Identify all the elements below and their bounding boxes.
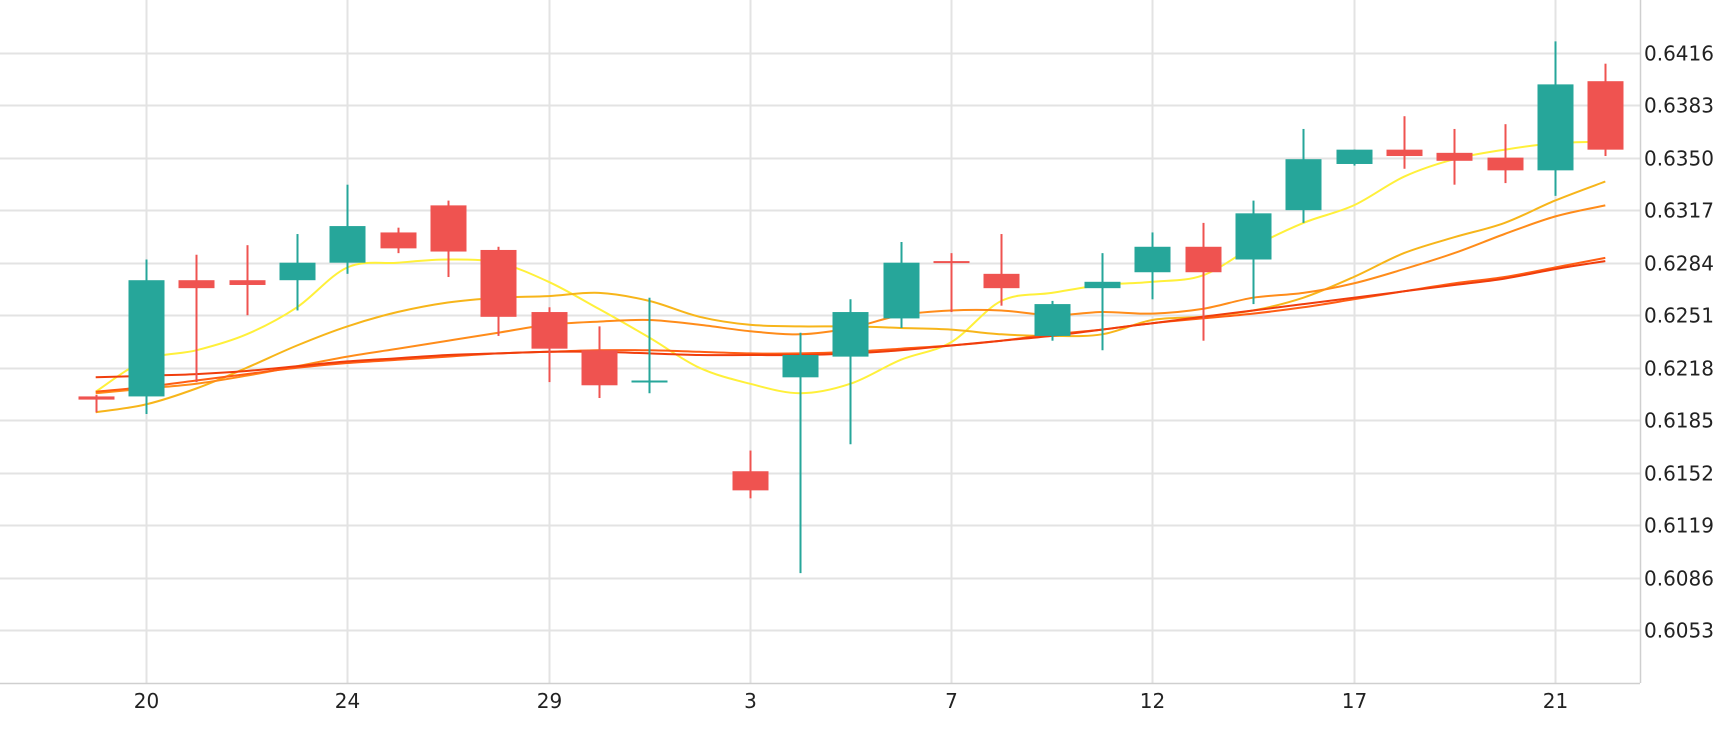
candle <box>128 259 165 414</box>
axes: 0.6416 0.6383 0.6350 0.6317 0.6284 0.6251 0.62… <box>0 0 1714 713</box>
y-tick-label: 0.6086 <box>1644 567 1714 591</box>
y-tick-label: 0.6350 <box>1644 147 1714 171</box>
candle <box>782 332 819 574</box>
candle-body <box>1034 304 1071 336</box>
candle-body <box>983 273 1020 289</box>
y-tick-label: 0.6383 <box>1644 94 1714 118</box>
candle-body <box>531 312 568 349</box>
candle-body <box>883 262 920 319</box>
candle-body <box>782 355 819 378</box>
candle-body <box>1336 149 1373 164</box>
candle-body <box>1487 157 1524 171</box>
y-tick-label: 0.6416 <box>1644 42 1714 66</box>
candle <box>1084 253 1121 351</box>
y-tick-label: 0.6185 <box>1644 409 1714 433</box>
candle <box>480 246 517 336</box>
candle <box>933 253 970 313</box>
candle <box>430 200 467 278</box>
candle <box>1537 41 1574 196</box>
y-tick-label: 0.6152 <box>1644 462 1714 486</box>
candle-body <box>1537 84 1574 171</box>
candle <box>1285 128 1322 223</box>
y-tick-label: 0.6218 <box>1644 357 1714 381</box>
candle <box>78 394 115 413</box>
candle-body <box>1084 281 1121 289</box>
x-tick-label: 21 <box>1543 689 1568 713</box>
candle-body <box>1235 213 1272 260</box>
candle <box>1336 149 1373 166</box>
candle <box>883 241 920 328</box>
candles <box>78 41 1624 574</box>
candle-body <box>229 280 266 285</box>
candle <box>1034 300 1071 341</box>
candle <box>178 254 215 383</box>
candle <box>983 234 1020 306</box>
candle-body <box>178 280 215 289</box>
candle <box>581 326 618 399</box>
candle-body <box>832 312 869 357</box>
candle-body <box>631 380 668 383</box>
candle <box>631 297 668 394</box>
candle <box>832 299 869 445</box>
grid <box>0 0 1640 683</box>
x-tick-label: 24 <box>335 689 360 713</box>
y-tick-label: 0.6284 <box>1644 252 1714 276</box>
candle <box>1436 128 1473 185</box>
y-tick-label: 0.6251 <box>1644 304 1714 328</box>
candle <box>279 234 316 311</box>
x-tick-label: 12 <box>1140 689 1165 713</box>
x-tick-label: 17 <box>1342 689 1367 713</box>
x-tick-label: 3 <box>744 689 757 713</box>
candle <box>1134 232 1171 300</box>
y-tick-label: 0.6119 <box>1644 514 1714 538</box>
x-tick-label: 29 <box>537 689 562 713</box>
candle-body <box>581 350 618 386</box>
candle-body <box>1285 159 1322 211</box>
candle-body <box>329 226 366 263</box>
candle <box>229 245 266 316</box>
candle-body <box>933 261 970 264</box>
candle-body <box>430 205 467 252</box>
candle <box>329 184 366 274</box>
candle-body <box>1134 246 1171 273</box>
candle-body <box>732 471 769 491</box>
candle <box>732 450 769 499</box>
y-tick-label: 0.6053 <box>1644 619 1714 643</box>
candle-body <box>1185 246 1222 273</box>
candle <box>1587 63 1624 157</box>
candle-body <box>1587 81 1624 150</box>
candle-body <box>1386 149 1423 157</box>
candle <box>1185 222 1222 341</box>
y-tick-label: 0.6317 <box>1644 199 1714 223</box>
candle-body <box>480 249 517 317</box>
candle <box>1235 200 1272 305</box>
candle-body <box>128 280 165 397</box>
candle-body <box>279 262 316 281</box>
candle <box>531 307 568 383</box>
candle <box>1487 124 1524 184</box>
x-tick-label: 7 <box>945 689 958 713</box>
candle <box>1386 116 1423 169</box>
candle-body <box>78 396 115 400</box>
candle-body <box>380 232 417 249</box>
candle-body <box>1436 152 1473 161</box>
x-tick-label: 20 <box>134 689 159 713</box>
candle <box>380 227 417 254</box>
